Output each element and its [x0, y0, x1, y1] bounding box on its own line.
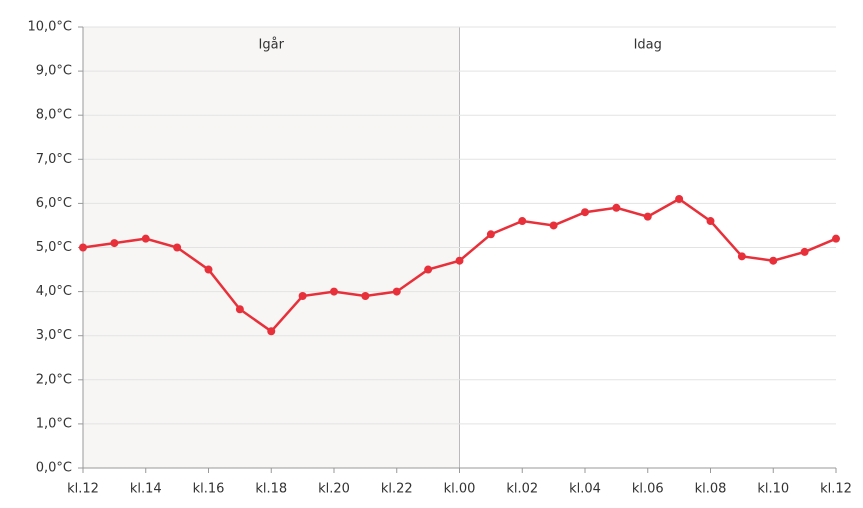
y-tick-label: 8,0°C	[36, 108, 72, 123]
x-tick-label: kl.12	[67, 482, 99, 497]
point	[79, 243, 87, 252]
point	[518, 217, 527, 226]
point	[361, 292, 370, 301]
point	[612, 203, 621, 212]
y-tick-label: 10,0°C	[27, 20, 72, 35]
point	[173, 243, 182, 252]
point	[832, 234, 840, 243]
point	[267, 327, 276, 336]
point	[392, 287, 401, 296]
point	[298, 292, 307, 301]
x-tick-label: kl.16	[193, 482, 225, 497]
x-tick-label: kl.22	[381, 482, 413, 497]
y-tick-label: 4,0°C	[36, 284, 72, 299]
point	[486, 230, 495, 239]
x-tick-label: kl.14	[130, 482, 162, 497]
band-label: Idag	[634, 38, 662, 53]
point	[706, 217, 715, 226]
point	[643, 212, 652, 221]
point	[675, 194, 684, 203]
x-tick-label: kl.12	[820, 482, 852, 497]
x-tick-label: kl.06	[632, 482, 664, 497]
point	[455, 256, 464, 265]
band-label: Igår	[259, 38, 285, 53]
x-tick-label: kl.00	[444, 482, 476, 497]
point	[110, 239, 119, 248]
y-tick-label: 6,0°C	[36, 196, 72, 211]
x-tick-label: kl.08	[695, 482, 727, 497]
y-tick-label: 1,0°C	[36, 416, 72, 431]
point	[141, 234, 150, 243]
x-tick-label: kl.02	[506, 482, 538, 497]
point	[204, 265, 213, 274]
x-tick-label: kl.04	[569, 482, 601, 497]
point	[800, 247, 809, 256]
y-tick-label: 3,0°C	[36, 328, 72, 343]
y-tick-label: 7,0°C	[36, 152, 72, 167]
x-tick-label: kl.20	[318, 482, 350, 497]
y-tick-label: 0,0°C	[36, 461, 72, 476]
point	[769, 256, 778, 265]
x-tick-label: kl.10	[757, 482, 789, 497]
y-tick-label: 5,0°C	[36, 240, 72, 255]
point	[330, 287, 338, 296]
y-tick-label: 2,0°C	[36, 372, 72, 387]
point	[235, 305, 244, 314]
y-tick-label: 9,0°C	[36, 64, 72, 79]
point	[549, 221, 558, 230]
point	[581, 208, 589, 217]
point	[737, 252, 746, 261]
point	[424, 265, 433, 274]
x-tick-label: kl.18	[255, 482, 287, 497]
